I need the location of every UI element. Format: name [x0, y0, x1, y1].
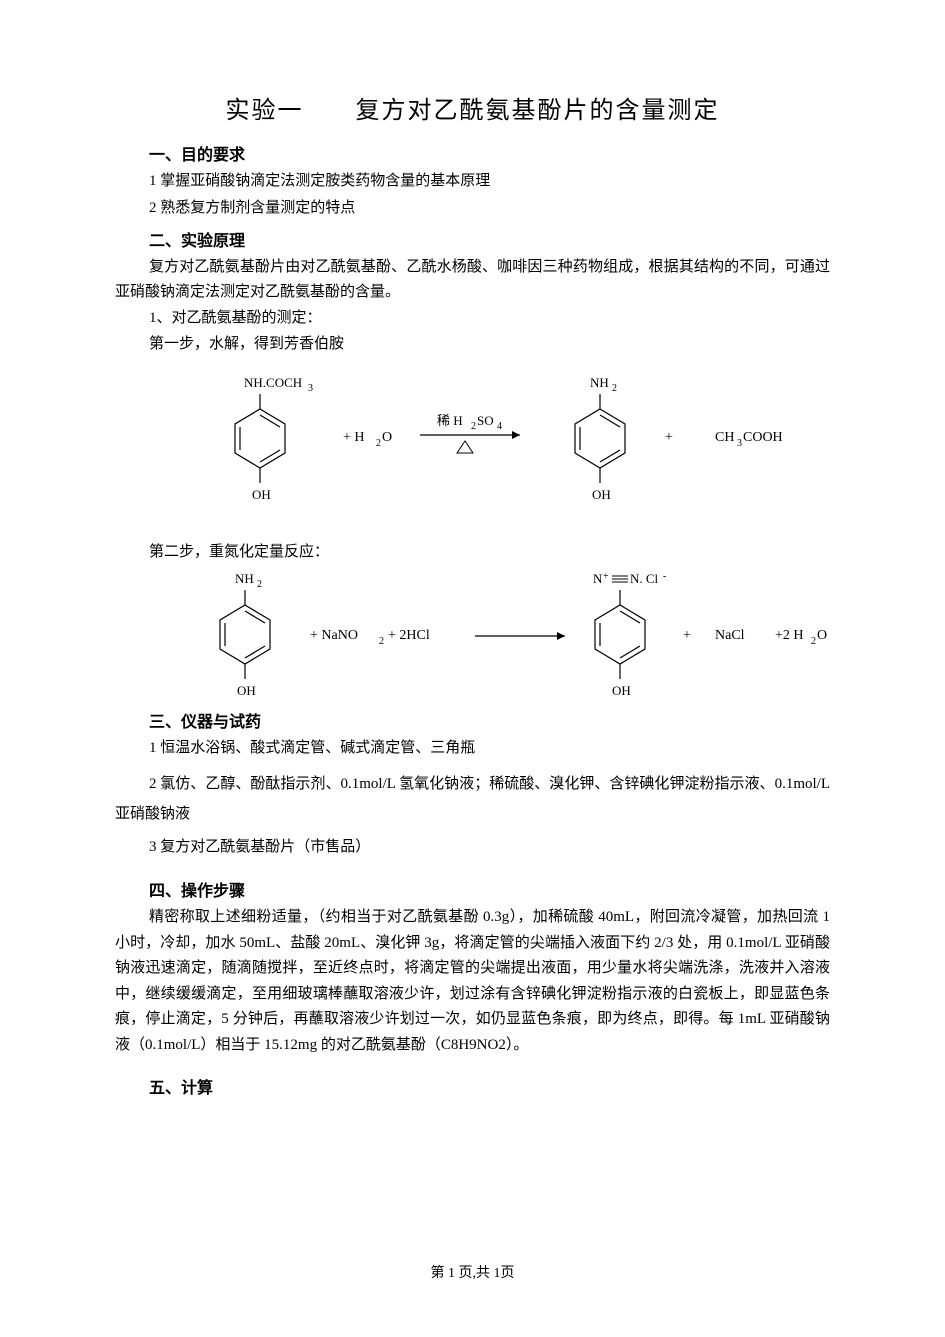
- svg-text:+: +: [665, 430, 673, 445]
- section-1-line-1: 1 掌握亚硝酸钠滴定法测定胺类药物含量的基本原理: [115, 169, 830, 194]
- svg-text:3: 3: [308, 383, 313, 394]
- svg-text:OH: OH: [612, 683, 631, 698]
- svg-text:OH: OH: [237, 683, 256, 698]
- svg-text:COOH: COOH: [743, 430, 783, 445]
- reaction-1-diagram: NH.COCH 3 OH + H 2 O 稀 H 2 SO 4 NH 2: [115, 361, 830, 536]
- page-footer: 第 1 页,共 1页: [0, 1262, 945, 1282]
- section-2-step-1: 第一步，水解，得到芳香伯胺: [115, 332, 830, 357]
- section-2-step-2: 第二步，重氮化定量反应：: [115, 540, 830, 565]
- svg-text:OH: OH: [592, 487, 611, 502]
- svg-text:NH: NH: [590, 375, 609, 390]
- section-3-line-3: 3 复方对乙酰氨基酚片（市售品）: [115, 835, 830, 860]
- svg-text:3: 3: [737, 438, 742, 449]
- svg-text:+: +: [683, 628, 691, 643]
- section-2-para-1: 复方对乙酰氨基酚片由对乙酰氨基酚、乙酰水杨酸、咖啡因三种药物组成，根据其结构的不…: [115, 255, 830, 306]
- svg-text:2: 2: [376, 438, 381, 449]
- svg-text:N. Cl: N. Cl: [630, 571, 659, 586]
- svg-text:-: -: [663, 571, 666, 582]
- svg-text:2: 2: [379, 636, 384, 647]
- svg-text:+: +: [603, 571, 609, 582]
- reaction-2-diagram: NH 2 OH + NaNO 2 + 2HCl N + N. Cl -: [115, 569, 830, 724]
- svg-text:+ H: + H: [343, 430, 365, 445]
- svg-text:4: 4: [497, 421, 502, 432]
- section-3-line-2-text: 2 氯仿、乙醇、酚酞指示剂、0.1mol/L 氢氧化钠液；稀硫酸、溴化钾、含锌碘…: [115, 776, 830, 822]
- svg-text:N: N: [593, 571, 603, 586]
- svg-text:+ 2HCl: + 2HCl: [388, 628, 430, 643]
- svg-text:2: 2: [612, 383, 617, 394]
- section-1-heading: 一、目的要求: [115, 141, 830, 165]
- svg-text:SO: SO: [477, 413, 494, 428]
- svg-text:+ NaNO: + NaNO: [310, 628, 358, 643]
- section-3-line-1: 1 恒温水浴锅、酸式滴定管、碱式滴定管、三角瓶: [115, 736, 830, 761]
- svg-text:+2 H: +2 H: [775, 628, 804, 643]
- svg-text:O: O: [382, 430, 392, 445]
- svg-text:CH: CH: [715, 430, 734, 445]
- section-3-line-2: 2 氯仿、乙醇、酚酞指示剂、0.1mol/L 氢氧化钠液；稀硫酸、溴化钾、含锌碘…: [115, 769, 830, 829]
- section-5-heading: 五、计算: [115, 1074, 830, 1098]
- svg-text:2: 2: [811, 636, 816, 647]
- svg-text:2: 2: [257, 579, 262, 590]
- section-2-para-1-text: 复方对乙酰氨基酚片由对乙酰氨基酚、乙酰水杨酸、咖啡因三种药物组成，根据其结构的不…: [115, 259, 830, 301]
- section-4-para-text: 精密称取上述细粉适量，（约相当于对乙酰氨基酚 0.3g），加稀硫酸 40mL，附…: [115, 909, 830, 1053]
- svg-text:NaCl: NaCl: [715, 628, 745, 643]
- svg-text:O: O: [817, 628, 827, 643]
- section-4-para: 精密称取上述细粉适量，（约相当于对乙酰氨基酚 0.3g），加稀硫酸 40mL，附…: [115, 905, 830, 1058]
- svg-text:OH: OH: [252, 487, 271, 502]
- svg-text:2: 2: [471, 421, 476, 432]
- svg-text:NH: NH: [235, 571, 254, 586]
- section-2-sub-1: 1、对乙酰氨基酚的测定：: [115, 306, 830, 331]
- svg-text:稀 H: 稀 H: [437, 413, 463, 428]
- section-2-heading: 二、实验原理: [115, 227, 830, 251]
- section-1-line-2: 2 熟悉复方制剂含量测定的特点: [115, 196, 830, 221]
- document-title: 实验一 复方对乙酰氨基酚片的含量测定: [115, 90, 830, 125]
- svg-text:NH.COCH: NH.COCH: [244, 375, 302, 390]
- section-4-heading: 四、操作步骤: [115, 877, 830, 901]
